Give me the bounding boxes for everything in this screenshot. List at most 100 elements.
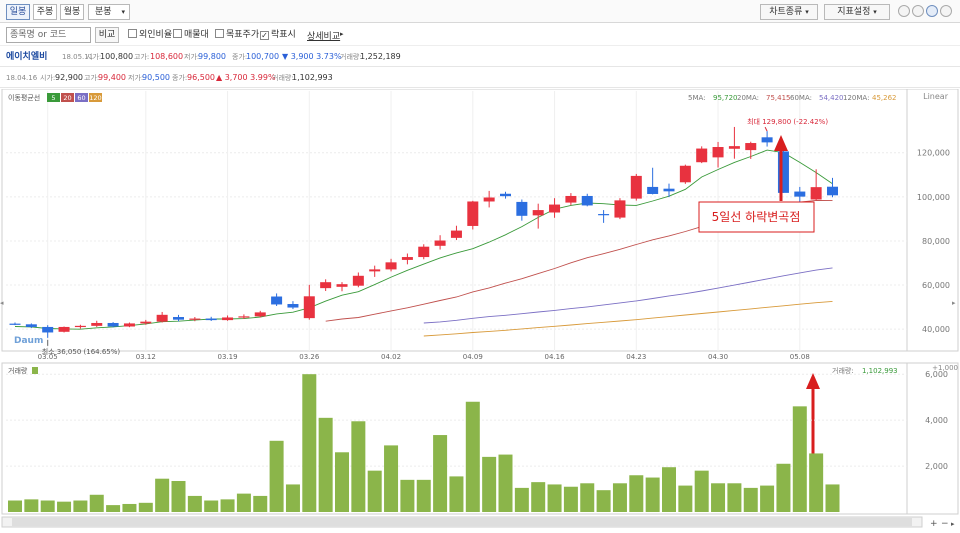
chevron-right-icon: ▸ xyxy=(340,30,344,38)
ma-legend-label: 120 xyxy=(89,94,101,102)
volume-bar xyxy=(580,483,595,512)
chevron-down-icon: ▾ xyxy=(873,8,877,16)
open-label: 시가: xyxy=(86,53,102,61)
open-value: 92,900 xyxy=(55,73,83,82)
candle-body xyxy=(500,193,511,197)
chevron-down-icon: ▾ xyxy=(121,8,125,16)
ma-value: 75,415 xyxy=(766,94,791,102)
option-target-price[interactable]: 목표주가 xyxy=(215,29,259,41)
volume-bar xyxy=(645,477,660,512)
candle-body xyxy=(630,175,642,199)
candle-body xyxy=(581,195,593,206)
volume-bar xyxy=(629,475,644,512)
volume-unit: +1,000 xyxy=(932,364,958,372)
candle-body xyxy=(189,318,201,320)
option-lock-display[interactable]: ✓ 락표시 xyxy=(260,29,296,41)
candle-body xyxy=(222,317,234,321)
change-value: ▲ 3,700 3.99% xyxy=(216,73,276,82)
candle-body xyxy=(205,318,217,321)
zoom-icon[interactable] xyxy=(912,5,924,17)
volume-label: 거래량: xyxy=(272,74,294,82)
candle-body xyxy=(385,262,397,270)
volume-value: 1,102,993 xyxy=(292,73,333,82)
volume-bar xyxy=(171,480,186,512)
volume-bar xyxy=(416,479,431,512)
volume-bar xyxy=(138,502,153,512)
volume-bar xyxy=(318,417,333,512)
option-label: 외인비율 xyxy=(139,30,173,40)
candle-body xyxy=(810,187,822,200)
x-tick-label: 03.12 xyxy=(136,353,156,361)
checkbox[interactable] xyxy=(215,29,224,38)
volume-bar xyxy=(285,484,300,512)
indicator-label: 지표설정 xyxy=(837,7,871,17)
volume-bar xyxy=(596,490,611,512)
tab-monthly[interactable]: 월봉 xyxy=(60,4,84,20)
cursor-date: 18.04.16 xyxy=(6,74,38,82)
tab-weekly[interactable]: 주봉 xyxy=(33,4,57,20)
volume-bar xyxy=(563,486,578,512)
high-label: 고가: xyxy=(84,74,100,82)
checkbox-checked-icon[interactable]: ✓ xyxy=(260,31,269,40)
volume-bar xyxy=(694,470,709,512)
high-value: 99,400 xyxy=(98,73,126,82)
candle-body xyxy=(483,197,495,202)
volume-bar xyxy=(89,494,104,512)
option-label: 락표시 xyxy=(271,30,296,40)
volume-value-label: 거래량: xyxy=(832,366,854,375)
candle-body xyxy=(287,304,299,308)
scroll-right-icon: ▸ xyxy=(952,299,956,307)
option-label: 매물대 xyxy=(184,30,209,40)
x-tick-label: 04.02 xyxy=(381,353,401,361)
checkbox[interactable] xyxy=(173,29,182,38)
volume-bar xyxy=(662,467,676,512)
price-panel xyxy=(1,88,959,352)
candle-body xyxy=(42,326,54,333)
y-tick-label: 60,000 xyxy=(922,281,950,290)
ma-legend-label: 60 xyxy=(77,94,85,102)
indicator-dropdown[interactable]: 지표설정 ▾ xyxy=(824,4,890,20)
ma-legend-label: 5 xyxy=(51,94,55,102)
candle-body xyxy=(679,165,691,183)
expand-icon[interactable] xyxy=(940,5,952,17)
close-value: 100,700 xyxy=(246,52,280,61)
volume-value: 1,102,993 xyxy=(862,367,898,375)
x-tick-label: 03.19 xyxy=(218,353,238,361)
volume-tick-label: 4,000 xyxy=(925,416,948,425)
cursor-icon[interactable] xyxy=(926,5,938,17)
volume-bar xyxy=(335,452,349,512)
volume-bar xyxy=(187,495,202,512)
arrow-head-icon xyxy=(806,373,820,389)
stock-chart[interactable]: 40,000 60,000 80,000 100,000 120,000 Linear 03… xyxy=(0,88,960,530)
ma-value-label: 20MA: xyxy=(737,94,759,102)
volume-bar xyxy=(155,478,170,512)
option-foreign-ratio[interactable]: 외인비율 xyxy=(128,29,172,41)
chart-type-dropdown[interactable]: 차트종류 ▾ xyxy=(760,4,818,20)
volume-legend-swatch xyxy=(32,367,38,374)
volume-bar xyxy=(8,500,22,512)
ma-legend-swatch xyxy=(89,93,102,102)
volume-bar xyxy=(514,487,529,512)
tab-daily[interactable]: 일봉 xyxy=(6,4,30,20)
x-tick-label: 03.05 xyxy=(38,353,58,361)
tab-minute[interactable]: 분봉 ▾ xyxy=(88,4,130,20)
candle-body xyxy=(696,148,708,163)
top-toolbar: 일봉 주봉 월봉 분봉 ▾ 차트종류 ▾ 지표설정 ▾ xyxy=(0,0,960,23)
compare-button[interactable]: 비교 xyxy=(95,27,119,43)
chart-type-label: 차트종류 xyxy=(769,7,803,17)
low-label: 저가: xyxy=(184,53,200,61)
volume-tick-label: 2,000 xyxy=(925,462,948,471)
checkbox[interactable] xyxy=(128,29,137,38)
settings-icon[interactable] xyxy=(898,5,910,17)
volume-panel xyxy=(1,362,959,515)
option-volume-profile[interactable]: 매물대 xyxy=(173,29,209,41)
candle-body xyxy=(303,296,315,319)
volume-bar xyxy=(400,479,415,512)
zoom-in-icon: + xyxy=(930,519,938,529)
ma-value: 95,720 xyxy=(713,94,738,102)
search-input[interactable]: 종목명 or 코드 xyxy=(6,27,91,43)
open-label: 시가: xyxy=(40,74,56,82)
stock-info-bar: 에이치엘비 18.05.11 시가: 100,800 고가: 108,600 저… xyxy=(0,47,960,67)
detail-compare-link[interactable]: 상세비교 xyxy=(307,32,341,42)
volume-bar xyxy=(743,487,758,512)
